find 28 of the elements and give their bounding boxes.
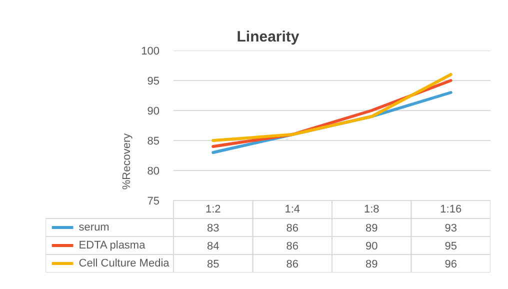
data-label: 85 (207, 258, 220, 270)
legend-label: serum (78, 222, 110, 234)
data-label: 86 (286, 240, 299, 252)
data-label: 93 (444, 222, 458, 234)
y-tick-label: 95 (147, 76, 160, 88)
y-tick-label: 90 (147, 106, 160, 118)
y-tick-label: 85 (147, 136, 160, 148)
legend-label: Cell Culture Media (78, 258, 170, 270)
legend-label: EDTA plasma (78, 240, 146, 252)
data-label: 84 (207, 240, 220, 252)
data-label: 89 (366, 222, 378, 234)
data-label: 86 (286, 222, 299, 234)
data-label: 86 (286, 258, 299, 270)
x-tick-label: 1:2 (205, 204, 221, 216)
chart-title: Linearity (236, 28, 300, 46)
x-tick-label: 1:16 (440, 204, 462, 216)
data-label: 96 (444, 258, 458, 270)
line-series (212, 73, 452, 142)
y-axis-title: %Recovery (121, 132, 134, 190)
x-tick-label: 1:8 (364, 204, 380, 216)
data-label: 95 (444, 240, 458, 252)
y-tick-label: 80 (147, 166, 160, 178)
y-tick-label: 75 (147, 196, 160, 208)
data-label: 90 (366, 240, 378, 252)
data-label: 83 (207, 222, 220, 234)
x-tick-label: 1:4 (284, 204, 300, 216)
y-tick-label: 100 (141, 46, 160, 58)
data-label: 89 (366, 258, 378, 270)
